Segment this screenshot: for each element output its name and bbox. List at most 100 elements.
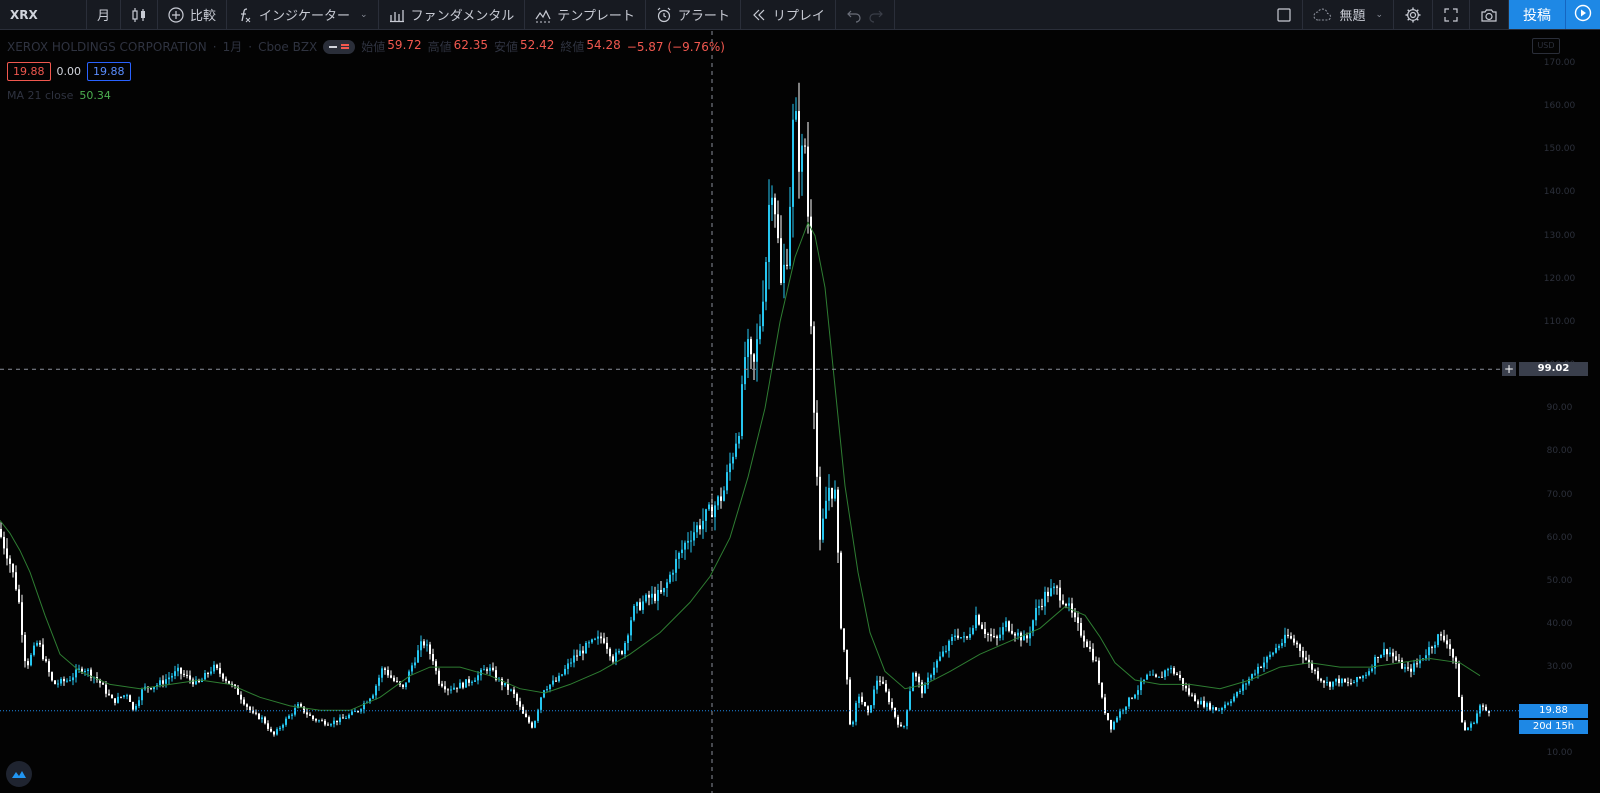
spread-value: 0.00 [56, 65, 82, 78]
candle-body [66, 680, 68, 682]
layout-select-button[interactable] [1266, 0, 1304, 29]
candle-body [162, 680, 164, 684]
candle-body [1011, 630, 1013, 634]
close-label: 終値 [560, 40, 585, 54]
candle-body [39, 642, 41, 645]
buy-price-button[interactable]: 19.88 [87, 62, 131, 81]
candle-body [831, 487, 833, 499]
candle-body [45, 659, 47, 662]
sell-price-button[interactable]: 19.88 [7, 62, 51, 81]
symbol-search-button[interactable]: XRX [0, 0, 87, 29]
currency-label[interactable]: USD [1532, 38, 1560, 54]
candle-body [1419, 659, 1421, 664]
candle-body [423, 641, 425, 646]
candle-body [1005, 621, 1007, 628]
candle-body [762, 301, 764, 327]
candle-body [114, 698, 116, 703]
undo-icon[interactable] [846, 7, 862, 23]
price-tick-label: 50.00 [1546, 575, 1573, 586]
candle-body [489, 667, 491, 671]
templates-button[interactable]: テンプレート [525, 0, 646, 29]
candle-body [1290, 636, 1292, 639]
equal-icon [341, 44, 350, 49]
candle-body [462, 682, 464, 688]
candle-body [756, 339, 758, 362]
candle-body [753, 354, 755, 362]
candle-body [603, 638, 605, 643]
live-stream-button[interactable] [1566, 0, 1600, 29]
layout-name: 無題 [1339, 9, 1366, 24]
fundamentals-button[interactable]: ファンダメンタル [379, 0, 526, 29]
candle-body [732, 456, 734, 464]
candle-body [1383, 649, 1385, 655]
alert-button[interactable]: アラート [646, 0, 741, 29]
candle-body [1269, 654, 1271, 658]
candle-body [1380, 654, 1382, 658]
candle-body [471, 681, 473, 683]
candle-body [1089, 646, 1091, 649]
function-icon [237, 7, 253, 23]
candle-body [1035, 607, 1037, 621]
chevron-down-icon: ⌄ [1375, 9, 1383, 20]
candle-body [786, 264, 788, 266]
candle-body [765, 262, 767, 302]
candle-body [717, 496, 719, 506]
candle-body [222, 673, 224, 679]
compare-button[interactable]: 比較 [158, 0, 228, 29]
candle-body [1305, 657, 1307, 660]
candle-body [1437, 634, 1439, 646]
candle-body [519, 701, 521, 707]
candle-body [384, 668, 386, 670]
candle-body [1293, 638, 1295, 643]
candle-body [315, 719, 317, 721]
candle-body [630, 620, 632, 636]
candle-body [684, 542, 686, 550]
publish-button[interactable]: 投稿 [1509, 0, 1566, 29]
indicators-button[interactable]: インジケーター ⌄ [227, 0, 379, 29]
candle-body [678, 553, 680, 559]
ma-indicator-legend[interactable]: MA 21 close 50.34 [7, 89, 111, 102]
candle-body [345, 718, 347, 720]
replay-button[interactable]: リプレイ [741, 0, 836, 29]
tradingview-logo-icon[interactable] [6, 761, 32, 787]
candle-body [792, 119, 794, 207]
candle-body [591, 639, 593, 643]
settings-button[interactable] [1394, 0, 1433, 29]
candle-body [1281, 643, 1283, 646]
candle-body [990, 634, 992, 637]
candle-body [1101, 682, 1103, 698]
price-chart[interactable] [0, 31, 1600, 793]
add-plus-icon[interactable]: + [1502, 362, 1516, 377]
candle-body [1401, 660, 1403, 669]
candle-body [1404, 667, 1406, 669]
candle-body [987, 633, 989, 635]
candle-body [1371, 668, 1373, 672]
price-tick-label: 150.00 [1543, 144, 1576, 155]
redo-icon[interactable] [868, 7, 884, 23]
legend-separator: · [212, 39, 217, 54]
candle-body [912, 672, 914, 692]
save-layout-button[interactable]: 無題 ⌄ [1303, 0, 1394, 29]
candle-body [1221, 708, 1223, 711]
low-label: 安値 [494, 40, 519, 54]
legend-visibility-toggle[interactable] [323, 39, 356, 54]
candle-body [1023, 635, 1025, 641]
candle-body [669, 574, 671, 583]
legend-period: 1月 [222, 40, 243, 54]
candle-body [1416, 663, 1418, 665]
candle-body [906, 709, 908, 726]
candle-body [1362, 675, 1364, 679]
candle-body [450, 689, 452, 691]
candle-body [387, 669, 389, 676]
interval-button[interactable]: 月 [87, 0, 122, 29]
candle-body [957, 635, 959, 638]
candle-body [615, 652, 617, 662]
chart-type-button[interactable] [121, 0, 159, 29]
candle-body [333, 720, 335, 725]
candle-body [1149, 674, 1151, 676]
fullscreen-button[interactable] [1433, 0, 1470, 29]
chart-pane[interactable] [0, 31, 1600, 793]
price-axis[interactable]: 170.00 160.00 150.00 140.00 130.00 120.00 110.… [1519, 31, 1600, 793]
snapshot-button[interactable] [1470, 0, 1509, 29]
candle-body [24, 634, 26, 662]
